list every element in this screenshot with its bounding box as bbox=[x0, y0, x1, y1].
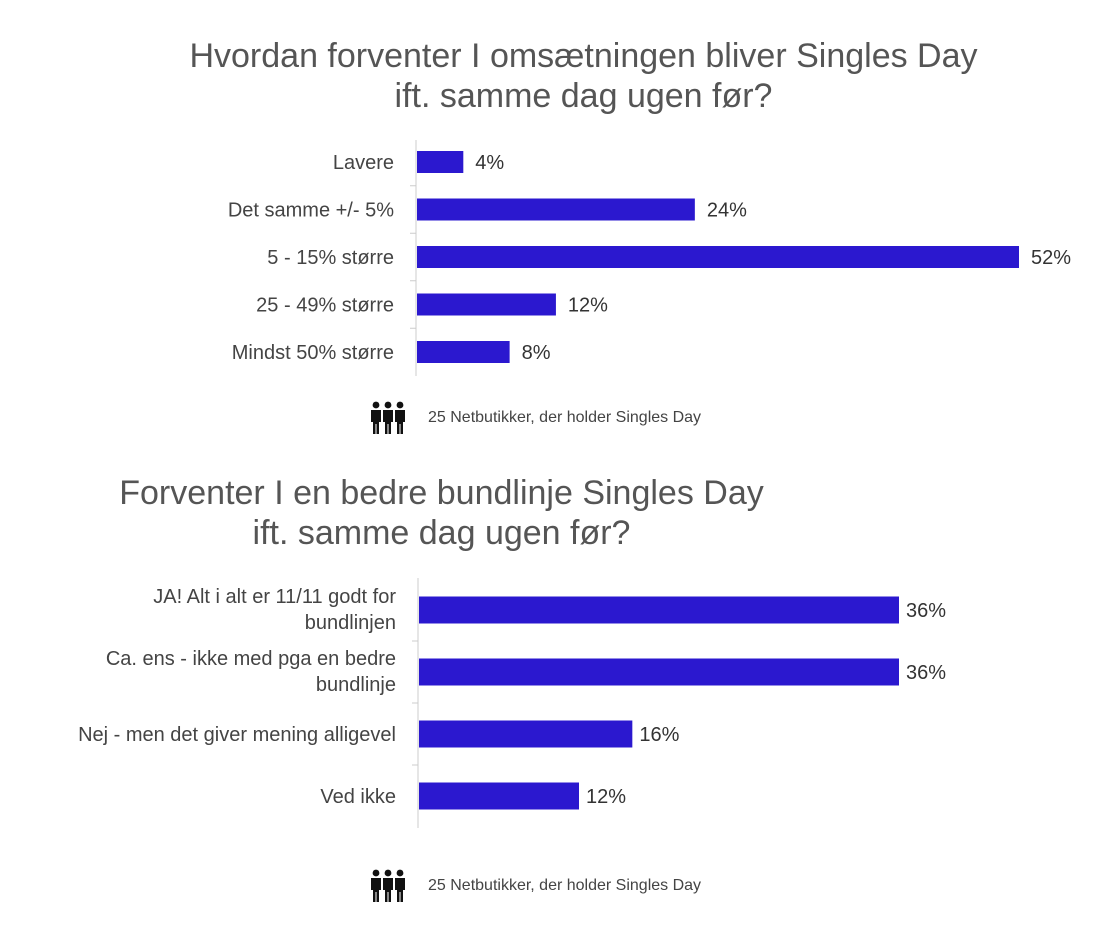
chart1-bar bbox=[417, 246, 1019, 268]
chart2-value-label: 12% bbox=[586, 786, 626, 808]
chart2-value-label: 36% bbox=[906, 600, 946, 622]
chart1-category-label: 25 - 49% større bbox=[256, 295, 394, 317]
chart1-value-label: 4% bbox=[475, 152, 504, 174]
chart2-title-line2: ift. samme dag ugen før? bbox=[252, 514, 631, 552]
chart2-category-label: bundlinje bbox=[316, 674, 396, 696]
chart1-category-label: Lavere bbox=[333, 152, 394, 174]
chart1-title-line1: Hvordan forventer I omsætningen bliver S… bbox=[189, 37, 978, 75]
chart2-category-label: JA! Alt i alt er 11/11 godt for bbox=[153, 586, 396, 608]
chart1-footnote: 25 Netbutikker, der holder Singles Day bbox=[368, 400, 701, 436]
chart2-category-label: Nej - men det giver mening alligevel bbox=[78, 724, 396, 746]
chart2-bar bbox=[419, 720, 633, 748]
people-icon bbox=[371, 401, 405, 434]
chart1-footnote-text: 25 Netbutikker, der holder Singles Day bbox=[428, 409, 702, 426]
chart2-footnote-text: 25 Netbutikker, der holder Singles Day bbox=[428, 877, 702, 894]
chart1-category-label: Det samme +/- 5% bbox=[228, 200, 394, 222]
chart2-title-line1: Forventer I en bedre bundlinje Singles D… bbox=[119, 474, 764, 512]
chart2-title: Forventer I en bedre bundlinje Singles D… bbox=[0, 473, 993, 553]
chart2-bar bbox=[419, 782, 579, 810]
chart1-title: Hvordan forventer I omsætningen bliver S… bbox=[32, 36, 1103, 116]
chart2-value-label: 36% bbox=[906, 662, 946, 684]
chart2-value-label: 16% bbox=[639, 724, 679, 746]
chart2-footnote: 25 Netbutikker, der holder Singles Day bbox=[368, 868, 701, 904]
chart1-category-label: 5 - 15% større bbox=[267, 247, 394, 269]
chart2-category-label: Ved ikke bbox=[320, 786, 396, 808]
chart1-value-label: 12% bbox=[568, 295, 608, 317]
chart2-category-label: bundlinjen bbox=[305, 612, 396, 634]
chart1-category-label: Mindst 50% større bbox=[232, 342, 394, 364]
chart1-bar bbox=[417, 198, 695, 221]
people-icon bbox=[371, 869, 405, 902]
chart1-value-label: 8% bbox=[522, 342, 551, 364]
chart1-bar-chart: 4% Lavere 24% Det samme +/- 5% 52% 5 - 15% st… bbox=[228, 140, 1071, 376]
chart1-bar bbox=[417, 341, 510, 363]
chart1-value-label: 52% bbox=[1031, 247, 1071, 269]
chart2-bar bbox=[419, 658, 899, 686]
chart1-bar bbox=[417, 151, 464, 173]
chart1-title-line2: ift. samme dag ugen før? bbox=[394, 77, 773, 115]
chart2-category-label: Ca. ens - ikke med pga en bedre bbox=[106, 648, 396, 670]
chart2-bar bbox=[419, 596, 899, 624]
chart1-bar bbox=[417, 293, 556, 316]
chart1-value-label: 24% bbox=[707, 200, 747, 222]
